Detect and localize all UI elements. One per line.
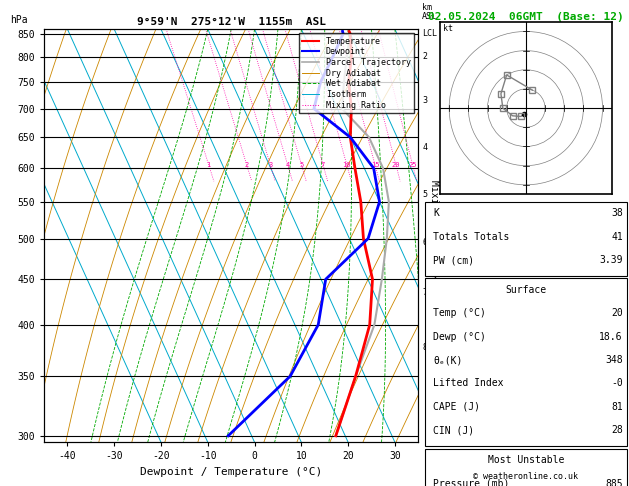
Text: 41: 41 xyxy=(611,232,623,242)
Text: LCL: LCL xyxy=(423,29,437,38)
Y-axis label: Mixing Ratio (g/kg): Mixing Ratio (g/kg) xyxy=(430,180,440,292)
Text: Surface: Surface xyxy=(505,285,547,295)
Text: 4: 4 xyxy=(423,143,428,152)
Text: hPa: hPa xyxy=(10,15,28,25)
Text: 15: 15 xyxy=(371,162,379,168)
Text: 2: 2 xyxy=(245,162,249,168)
Text: 348: 348 xyxy=(605,355,623,365)
X-axis label: Dewpoint / Temperature (°C): Dewpoint / Temperature (°C) xyxy=(140,467,322,477)
Legend: Temperature, Dewpoint, Parcel Trajectory, Dry Adiabat, Wet Adiabat, Isotherm, Mi: Temperature, Dewpoint, Parcel Trajectory… xyxy=(299,34,414,113)
Text: θₑ(K): θₑ(K) xyxy=(433,355,462,365)
Text: 3: 3 xyxy=(268,162,272,168)
Text: 20: 20 xyxy=(611,309,623,318)
Text: 5: 5 xyxy=(423,191,428,199)
Text: Pressure (mb): Pressure (mb) xyxy=(433,479,509,486)
Text: Dewp (°C): Dewp (°C) xyxy=(433,332,486,342)
Text: Most Unstable: Most Unstable xyxy=(487,455,564,465)
Bar xyxy=(425,202,627,276)
Text: 81: 81 xyxy=(611,402,623,412)
Text: 2: 2 xyxy=(423,52,428,61)
Text: Temp (°C): Temp (°C) xyxy=(433,309,486,318)
Text: 28: 28 xyxy=(611,425,623,435)
Text: 1: 1 xyxy=(206,162,211,168)
Text: kt: kt xyxy=(443,24,454,34)
Text: 885: 885 xyxy=(605,479,623,486)
Text: 4: 4 xyxy=(286,162,290,168)
Text: CAPE (J): CAPE (J) xyxy=(433,402,480,412)
Text: 18.6: 18.6 xyxy=(599,332,623,342)
Text: CIN (J): CIN (J) xyxy=(433,425,474,435)
Text: 5: 5 xyxy=(299,162,304,168)
Text: 38: 38 xyxy=(611,208,623,218)
Text: © weatheronline.co.uk: © weatheronline.co.uk xyxy=(474,472,578,481)
Title: 9°59'N  275°12'W  1155m  ASL: 9°59'N 275°12'W 1155m ASL xyxy=(136,17,326,27)
Text: 20: 20 xyxy=(392,162,400,168)
Text: 7: 7 xyxy=(423,288,428,297)
Text: Lifted Index: Lifted Index xyxy=(433,379,503,388)
Text: 3.39: 3.39 xyxy=(599,255,623,265)
Text: 8: 8 xyxy=(423,343,428,352)
Text: Totals Totals: Totals Totals xyxy=(433,232,509,242)
Bar xyxy=(425,278,627,446)
Text: 02.05.2024  06GMT  (Base: 12): 02.05.2024 06GMT (Base: 12) xyxy=(428,12,624,22)
Text: 6: 6 xyxy=(423,238,428,247)
Text: -0: -0 xyxy=(611,379,623,388)
Text: K: K xyxy=(433,208,439,218)
Text: 3: 3 xyxy=(423,96,428,105)
Text: PW (cm): PW (cm) xyxy=(433,255,474,265)
Text: 7: 7 xyxy=(321,162,325,168)
Text: km
ASL: km ASL xyxy=(422,3,437,21)
Bar xyxy=(425,449,627,486)
Text: 10: 10 xyxy=(343,162,351,168)
Text: 25: 25 xyxy=(408,162,417,168)
